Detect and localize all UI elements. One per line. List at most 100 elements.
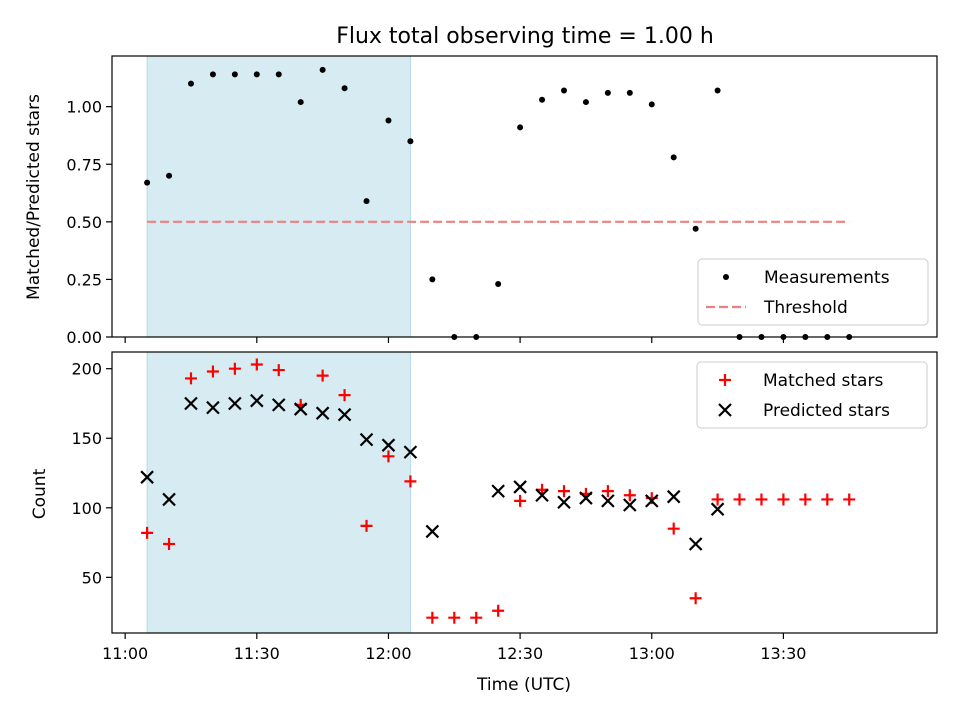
measurement-point [187, 80, 194, 87]
measurement-point [495, 281, 502, 288]
legend-label: Measurements [764, 268, 890, 288]
predicted-star-point [491, 484, 505, 498]
x-tick-label: 13:00 [629, 644, 675, 663]
matched-star-point [184, 372, 197, 385]
predicted-star-point [601, 494, 615, 508]
legend-label: Predicted stars [763, 401, 890, 421]
matched-star-point [163, 537, 176, 550]
measurement-point [692, 225, 699, 232]
legend-symbol [718, 403, 732, 417]
predicted-star-point [184, 396, 198, 411]
matched-star-point [338, 389, 351, 402]
matched-star-point [557, 485, 570, 498]
matched-star-point [733, 493, 746, 506]
measurement-point [209, 71, 216, 78]
predicted-star-point [623, 498, 637, 512]
measurement-point [275, 71, 282, 78]
matched-star-point [514, 494, 527, 507]
matched-star-point [404, 475, 417, 488]
matched-star-point [843, 493, 856, 506]
bottom-plot-frame [111, 351, 938, 634]
matched-star-point [426, 611, 439, 624]
x-tick-label: 13:30 [760, 644, 806, 663]
bottom-panel: Count Time (UTC) 50 100 150 200 11:00 11:30 1… [30, 351, 938, 695]
predicted-star-point [337, 407, 352, 422]
predicted-star-point [162, 492, 176, 507]
predicted-star-point [579, 491, 593, 505]
measurement-point [582, 99, 589, 106]
matched-star-point [206, 365, 219, 378]
matched-star-point [141, 526, 154, 539]
matched-star-point [667, 522, 680, 535]
matched-star-point [755, 493, 768, 506]
predicted-star-point [666, 489, 681, 504]
matched-star-point [470, 611, 483, 624]
measurement-point [560, 87, 567, 94]
matched-star-point [601, 485, 614, 498]
predicted-star-point [293, 402, 308, 416]
matched-star-point [272, 364, 285, 377]
predicted-star-point [403, 445, 418, 459]
predicted-star-point [206, 400, 220, 415]
matched-star-point [448, 611, 461, 624]
legend-box [696, 361, 928, 429]
predicted-star-point [315, 406, 330, 420]
measurement-point [714, 87, 721, 94]
predicted-star-point [228, 396, 242, 411]
predicted-star-point [557, 495, 571, 510]
predicted-star-point [710, 502, 725, 516]
chart-title: Flux total observing time = 1.00 h [336, 24, 714, 49]
measurement-point [363, 198, 370, 205]
measurement-point [626, 89, 633, 96]
measurement-point [341, 85, 348, 92]
measurement-point [604, 89, 611, 96]
y-tick-label: 1.00 [66, 98, 102, 117]
predicted-star-point [140, 470, 154, 484]
x-tick-label: 11:30 [234, 644, 280, 663]
observing-window-shade [146, 351, 411, 634]
measurement-point [385, 117, 392, 124]
matched-star-point [711, 493, 724, 506]
x-axis-label: Time (UTC) [476, 675, 571, 695]
legend-symbol [723, 274, 729, 280]
measurement-point [231, 71, 238, 78]
x-tick-label: 11:00 [102, 644, 148, 663]
top-y-axis-label: Matched/Predicted stars [24, 94, 44, 300]
predicted-star-point [688, 537, 703, 551]
predicted-star-point [535, 488, 549, 503]
legend-label: Matched stars [763, 371, 883, 391]
predicted-star-point [425, 524, 440, 539]
y-tick-label: 0.00 [66, 328, 102, 347]
x-tick-label: 12:30 [497, 644, 543, 663]
matched-star-point [382, 450, 395, 463]
bottom-y-axis-label: Count [30, 468, 50, 519]
top-panel: Flux total observing time = 1.00 h Match… [24, 24, 938, 347]
matched-star-point [228, 362, 241, 375]
matched-star-point [623, 489, 636, 502]
legend-box [697, 258, 929, 326]
predicted-star-point [513, 480, 527, 494]
bottom-legend: Matched stars Predicted stars [696, 361, 928, 429]
measurement-point [144, 179, 151, 186]
measurement-point [517, 124, 524, 131]
legend-label: Threshold [763, 298, 848, 318]
observing-window-shade [146, 55, 411, 338]
y-tick-label: 50 [82, 568, 102, 587]
measurement-point [648, 101, 655, 108]
matched-star-point [799, 493, 812, 506]
predicted-star-point [271, 398, 286, 412]
matched-star-point [536, 483, 549, 496]
predicted-star-point [359, 432, 374, 447]
top-plot-frame [111, 55, 938, 338]
legend-symbol [719, 374, 731, 386]
y-tick-label: 150 [71, 429, 102, 448]
top-legend: Measurements Threshold [697, 258, 929, 326]
x-tick-label: 12:00 [365, 644, 411, 663]
y-tick-label: 200 [71, 360, 102, 379]
predicted-star-point [381, 438, 396, 452]
matched-star-point [689, 592, 702, 605]
measurement-point [319, 66, 326, 73]
measurement-point [166, 172, 173, 179]
measurement-point [539, 96, 546, 103]
